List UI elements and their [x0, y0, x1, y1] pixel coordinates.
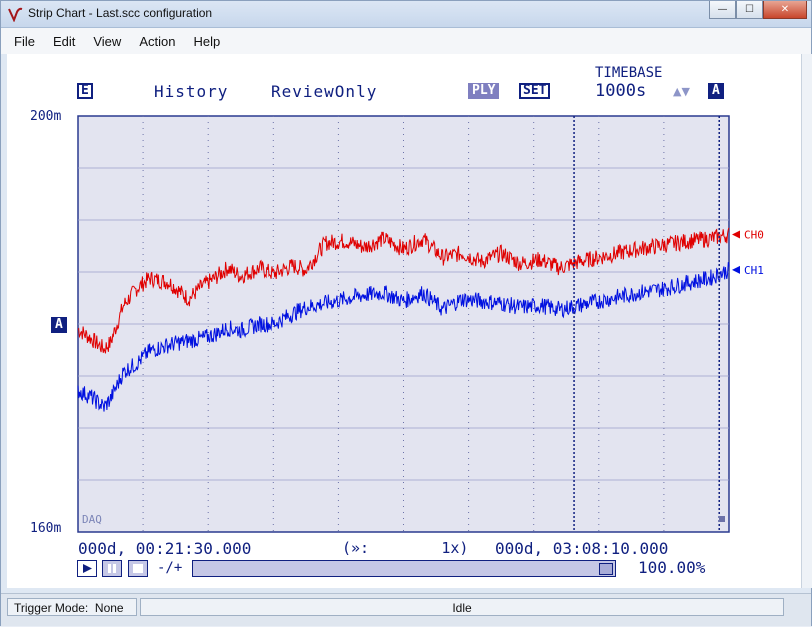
zoom-label[interactable]: -/+ [157, 560, 183, 576]
playback-percent: 100.00% [638, 558, 706, 577]
menu-file[interactable]: File [14, 33, 35, 49]
playback-position-thumb[interactable] [599, 563, 613, 575]
grid [78, 116, 729, 532]
menu-help[interactable]: Help [193, 33, 221, 49]
maximize-button[interactable]: ☐ [736, 1, 763, 19]
series-label-ch1: CH1 [744, 264, 764, 277]
timebase-label: TIMEBASE [595, 65, 663, 81]
history-label: History [154, 82, 229, 101]
timebase-value[interactable]: 1000s [595, 81, 647, 101]
mode-label: ReviewOnly [271, 82, 378, 101]
play-mode-button[interactable]: PLY [468, 83, 500, 99]
axis-marker-a[interactable]: A [51, 317, 67, 333]
play-button[interactable] [77, 560, 97, 577]
window-title: Strip Chart - Last.scc configuration [28, 6, 213, 20]
y-min-label: 160m [30, 521, 62, 536]
x-speed-label: (»: 1x) [342, 539, 469, 557]
channel-a-button[interactable]: A [708, 83, 724, 99]
minimize-button[interactable]: — [709, 1, 736, 19]
series-layer: CH0 CH1 [77, 227, 764, 412]
series-label-ch0: CH0 [744, 229, 764, 242]
menu-action[interactable]: Action [139, 33, 176, 49]
menu-edit[interactable]: Edit [52, 33, 76, 49]
y-max-label: 200m [30, 109, 62, 124]
trigger-mode-text: Trigger Mode: None [14, 601, 124, 615]
x-start-label: 000d, 00:21:30.000 [78, 539, 252, 558]
menu-bar: File Edit View Action Help [1, 28, 811, 54]
status-bar: Trigger Mode: None Idle [1, 593, 811, 626]
series-marker-ch0 [732, 230, 740, 239]
cursor-handle [719, 516, 725, 522]
pause-button[interactable] [102, 560, 122, 577]
acquisition-status-text: Idle [452, 601, 472, 615]
acquisition-status: Idle [140, 598, 784, 616]
x-end-label: 000d, 03:08:10.000 [495, 539, 669, 558]
series-marker-ch1 [732, 265, 740, 274]
close-button[interactable]: ✕ [763, 1, 807, 19]
vertical-scrollbar[interactable] [801, 54, 812, 588]
stop-icon [133, 564, 143, 573]
trigger-mode-status: Trigger Mode: None [7, 598, 137, 616]
cursors [573, 116, 725, 532]
window-controls: — ☐ ✕ [709, 1, 807, 20]
set-button[interactable]: SET [519, 83, 551, 99]
daq-label: DAQ [82, 513, 102, 526]
series-line-ch0 [77, 227, 730, 354]
pause-icon [108, 564, 116, 573]
play-icon [83, 564, 92, 573]
stop-button[interactable] [128, 560, 148, 577]
playback-position-track[interactable] [192, 560, 616, 577]
e-button[interactable]: E [77, 83, 93, 99]
title-bar[interactable]: Strip Chart - Last.scc configuration — ☐… [1, 1, 811, 28]
app-logo-icon [8, 7, 23, 22]
menu-view[interactable]: View [93, 33, 122, 49]
timebase-arrows-icon[interactable]: ▲▼ [673, 85, 690, 98]
series-line-ch1 [77, 262, 730, 412]
